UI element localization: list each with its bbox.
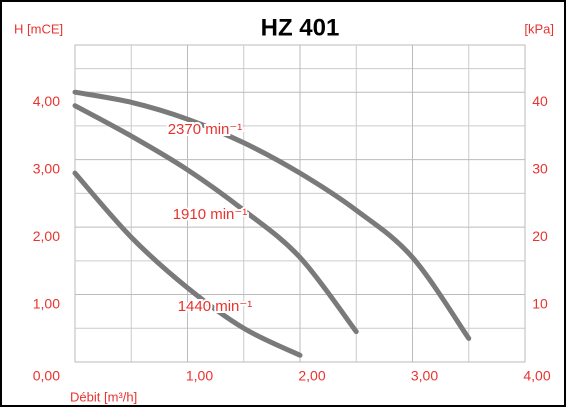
y-tick-label: 4,00 (33, 93, 60, 109)
y2-tick-label: 40 (532, 93, 548, 109)
y-tick-label: 1,00 (33, 295, 60, 311)
chart-title: HZ 401 (261, 14, 340, 41)
curve-label: 1440 min⁻¹ (178, 298, 253, 315)
curve (72, 170, 303, 358)
y2-tick-label: 30 (532, 160, 548, 176)
curve (72, 103, 359, 335)
x-axis-label: Débit [m³/h] (70, 389, 137, 404)
y2-tick-label: 10 (532, 295, 548, 311)
y-tick-label: 3,00 (33, 160, 60, 176)
x-tick-label: 4,00 (523, 368, 550, 384)
y-tick-label: 2,00 (33, 228, 60, 244)
curve (72, 89, 472, 341)
x-tick-label: 1,00 (186, 368, 213, 384)
y2-axis-label: [kPa] (524, 21, 554, 36)
y-tick-label: 0,00 (33, 368, 60, 384)
curve-label: 1910 min⁻¹ (173, 206, 248, 223)
y-axis-label: H [mCE] (14, 21, 63, 36)
curve-label: 2370 min⁻¹ (168, 121, 243, 138)
y2-tick-label: 20 (532, 228, 548, 244)
x-tick-label: 2,00 (298, 368, 325, 384)
x-tick-label: 3,00 (411, 368, 438, 384)
